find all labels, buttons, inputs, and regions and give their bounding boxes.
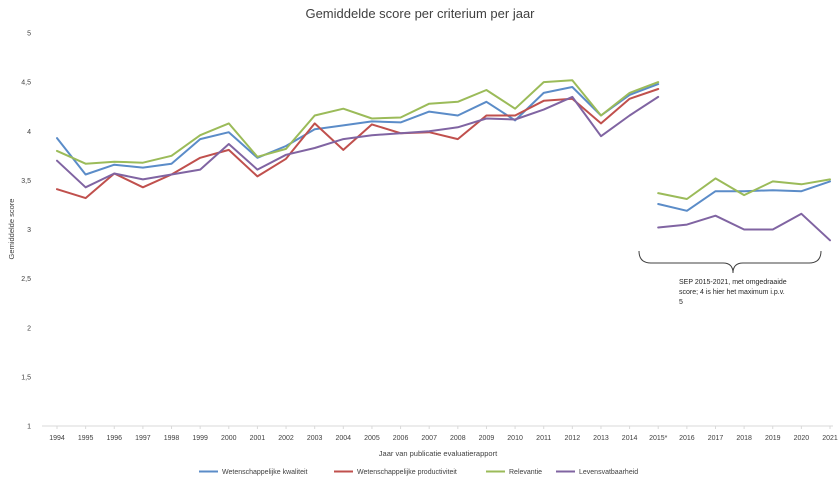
x-tick-label: 2008 — [450, 435, 466, 442]
annotation-line-3: 5 — [679, 299, 683, 306]
x-tick-label: 2010 — [507, 435, 523, 442]
y-tick-label: 4 — [27, 129, 31, 136]
annotation-line-2: score; 4 is hier het maximum i.p.v. — [679, 289, 785, 296]
series-line-4 — [56, 95, 660, 189]
x-tick-label: 2018 — [736, 435, 752, 442]
y-tick-label: 1,5 — [21, 374, 31, 381]
x-tick-label: 2009 — [479, 435, 495, 442]
x-tick-label: 1998 — [164, 435, 180, 442]
x-tick-label: 2000 — [221, 435, 237, 442]
y-tick-label: 4,5 — [21, 80, 31, 87]
x-axis-label: Jaar van publicatie evaluatierapport — [379, 449, 498, 458]
legend-label: Wetenschappelijke kwaliteit — [222, 469, 308, 476]
y-tick-label: 3 — [27, 227, 31, 234]
x-tick-label: 2003 — [307, 435, 323, 442]
annotation: SEP 2015-2021, met omgedraaide score; 4 … — [638, 250, 822, 306]
x-tick-label: 2013 — [593, 435, 609, 442]
legend-label: Relevantie — [509, 469, 542, 476]
x-tick-label: 2014 — [622, 435, 638, 442]
x-tick-label: 2006 — [393, 435, 409, 442]
x-tick-label: 2011 — [536, 435, 551, 442]
y-tick-label: 1 — [27, 424, 31, 431]
x-tick-label: 2002 — [278, 435, 294, 442]
x-tick-label: 2016 — [679, 435, 695, 442]
x-tick-label: 2017 — [708, 435, 724, 442]
x-tick-label: 2005 — [364, 435, 380, 442]
legend-label: Wetenschappelijke productiviteit — [357, 469, 457, 476]
y-tick-label: 5 — [27, 31, 31, 38]
x-tick-label: 2021 — [822, 435, 838, 442]
series-line-3 — [657, 177, 831, 200]
legend: Wetenschappelijke kwaliteit Wetenschappel… — [199, 469, 638, 476]
y-tick-label: 2 — [27, 325, 31, 332]
x-tick-label: 2012 — [565, 435, 581, 442]
x-tick-label: 1997 — [135, 435, 151, 442]
series-line-1 — [657, 180, 831, 212]
x-tick-label: 2004 — [336, 435, 352, 442]
series-line-2 — [56, 88, 660, 200]
series-line-3 — [56, 79, 660, 165]
x-axis-ticks: 1994 1995 1996 1997 1998 1999 2000 2001 2002 2003… — [49, 426, 838, 442]
y-tick-label: 2,5 — [21, 276, 31, 283]
y-tick-label: 3,5 — [21, 178, 31, 185]
x-tick-label: 1994 — [49, 435, 65, 442]
x-tick-label: 2001 — [250, 435, 266, 442]
legend-label: Levensvatbaarheid — [579, 469, 638, 476]
y-axis-label: Gemiddelde score — [7, 199, 16, 260]
x-tick-label: 2019 — [765, 435, 781, 442]
series-line-1 — [56, 83, 660, 176]
x-tick-label: 1996 — [106, 435, 122, 442]
x-tick-label: 2007 — [421, 435, 437, 442]
y-axis-ticks: 1 1,5 2 2,5 3 3,5 4 4,5 5 — [21, 31, 31, 431]
x-tick-label: 1995 — [78, 435, 94, 442]
x-tick-label: 1999 — [192, 435, 208, 442]
annotation-bracket — [638, 250, 822, 274]
series-lines — [56, 79, 831, 242]
chart-title: Gemiddelde score per criterium per jaar — [305, 6, 535, 21]
x-tick-label: 2015* — [649, 435, 668, 442]
series-line-4 — [657, 212, 831, 242]
x-tick-label: 2020 — [794, 435, 810, 442]
annotation-line-1: SEP 2015-2021, met omgedraaide — [679, 279, 787, 286]
